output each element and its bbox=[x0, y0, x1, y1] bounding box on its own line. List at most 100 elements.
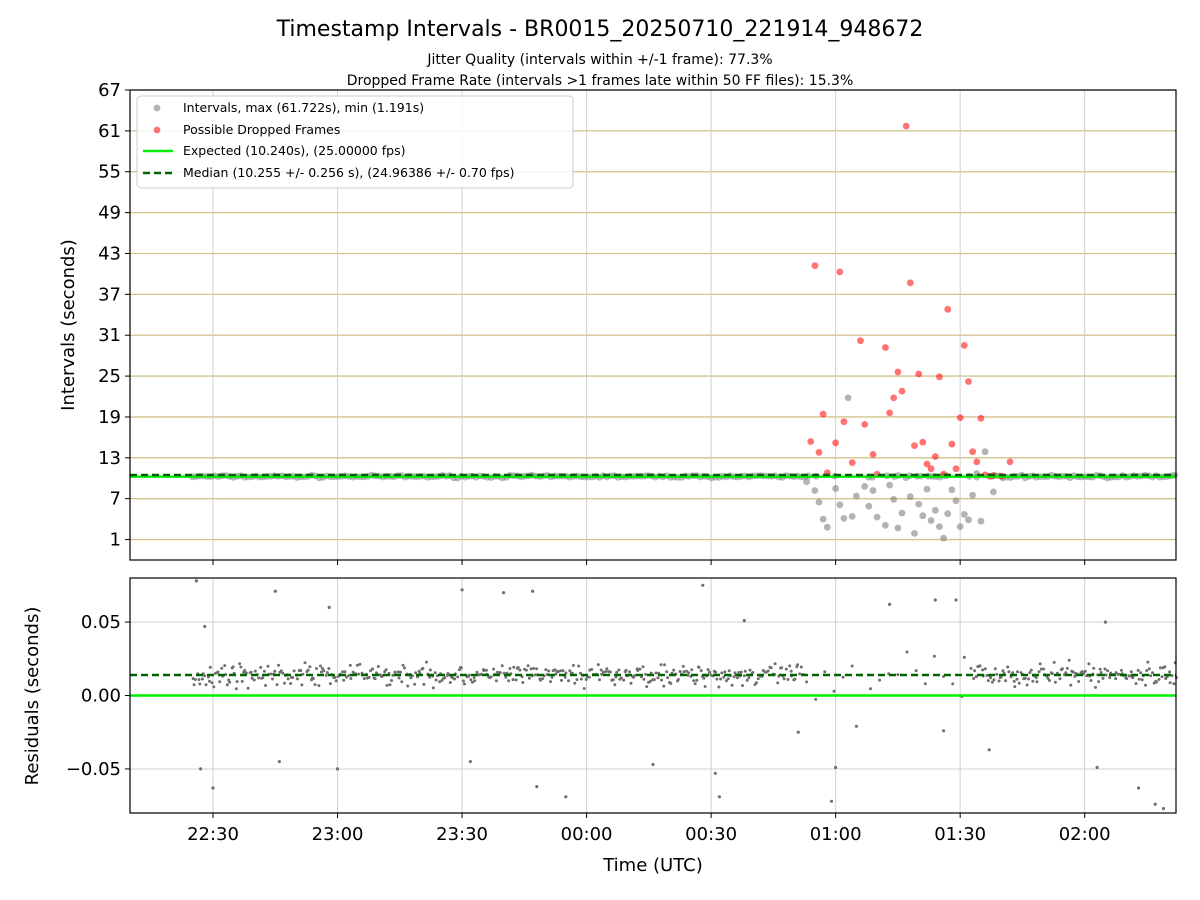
residuals-panel: −0.05 0.00 0.05 22:30 23:00 23:30 00:00 00:30 0… bbox=[22, 577, 1178, 876]
residual-point bbox=[514, 678, 518, 682]
residual-point bbox=[799, 665, 803, 669]
residual-point bbox=[300, 683, 304, 687]
residual-point bbox=[832, 689, 836, 693]
residual-point bbox=[400, 680, 404, 684]
interval-point bbox=[990, 488, 997, 496]
residual-point bbox=[703, 685, 707, 688]
residual-point bbox=[1151, 671, 1154, 675]
residuals-y-label: Residuals (seconds) bbox=[22, 607, 43, 786]
residual-point bbox=[228, 680, 232, 684]
residual-point bbox=[706, 668, 710, 672]
interval-point bbox=[823, 523, 831, 531]
residual-outlier-point bbox=[854, 724, 859, 728]
intervals-y-label: Intervals (seconds) bbox=[58, 239, 79, 411]
dropped-frame-point bbox=[869, 451, 877, 458]
residual-point bbox=[234, 687, 238, 691]
residual-point bbox=[1037, 670, 1041, 674]
residual-point bbox=[568, 669, 572, 673]
residual-point bbox=[714, 670, 718, 674]
interval-point bbox=[923, 485, 931, 493]
residual-point bbox=[303, 661, 307, 665]
residual-point bbox=[1125, 677, 1129, 681]
residual-point bbox=[281, 671, 285, 675]
interval-point bbox=[948, 486, 956, 494]
residual-point bbox=[1157, 678, 1161, 681]
chart-subtitle-jitter: Jitter Quality (intervals within +/-1 fr… bbox=[426, 52, 772, 68]
residual-point bbox=[748, 668, 752, 672]
residual-point bbox=[308, 665, 312, 669]
residual-point bbox=[220, 666, 224, 670]
residual-point bbox=[1149, 674, 1153, 678]
residual-point bbox=[732, 675, 736, 679]
residual-point bbox=[1015, 677, 1019, 681]
x-axis-label: Time (UTC) bbox=[602, 855, 703, 876]
residual-point bbox=[1087, 662, 1091, 666]
interval-point bbox=[981, 448, 989, 456]
residual-point bbox=[611, 678, 615, 682]
residual-point bbox=[733, 671, 737, 675]
residual-outlier-point bbox=[531, 589, 535, 593]
residual-point bbox=[406, 684, 410, 688]
residual-point bbox=[198, 682, 202, 686]
residual-point bbox=[1131, 676, 1135, 680]
residual-point bbox=[1092, 666, 1096, 670]
residual-point bbox=[989, 676, 993, 680]
residual-point bbox=[1038, 662, 1042, 666]
residual-point bbox=[482, 669, 486, 673]
residual-point bbox=[324, 673, 328, 677]
interval-point bbox=[956, 523, 964, 530]
residual-point bbox=[246, 686, 250, 690]
residual-point bbox=[413, 682, 417, 686]
residual-point bbox=[249, 670, 253, 674]
residual-outlier-point bbox=[834, 765, 838, 770]
residual-point bbox=[422, 682, 426, 686]
residual-point bbox=[227, 678, 231, 682]
residual-point bbox=[596, 663, 600, 667]
residual-point bbox=[719, 677, 723, 681]
intervals-y-tick-label: 13 bbox=[98, 448, 121, 469]
residual-point bbox=[1108, 676, 1112, 680]
interval-point bbox=[911, 530, 918, 537]
residual-point bbox=[823, 670, 827, 674]
residual-point bbox=[692, 679, 696, 683]
residual-point bbox=[985, 673, 989, 677]
residual-point bbox=[277, 663, 280, 667]
dropped-frame-point bbox=[902, 122, 910, 130]
residual-point bbox=[660, 678, 664, 682]
residual-point bbox=[527, 676, 531, 680]
interval-point bbox=[865, 502, 873, 510]
residual-point bbox=[240, 679, 244, 683]
residual-point bbox=[896, 673, 900, 677]
legend: Intervals, max (61.722s), min (1.191s) P… bbox=[136, 95, 574, 189]
residual-point bbox=[396, 670, 400, 674]
residual-point bbox=[428, 668, 432, 672]
residual-point bbox=[355, 663, 359, 667]
residual-point bbox=[403, 666, 406, 670]
residual-point bbox=[1001, 669, 1005, 673]
residual-point bbox=[575, 678, 579, 682]
residual-point bbox=[333, 675, 337, 679]
residual-outlier-point bbox=[717, 795, 722, 799]
residual-point bbox=[446, 672, 450, 675]
dropped-frame-point bbox=[923, 460, 931, 468]
intervals-x-ticks bbox=[212, 560, 1086, 565]
residual-point bbox=[1069, 683, 1073, 687]
residual-point bbox=[341, 670, 345, 674]
residual-point bbox=[358, 662, 362, 666]
dropped-frame-point bbox=[919, 438, 927, 446]
residual-point bbox=[224, 673, 228, 677]
residual-point bbox=[1016, 670, 1019, 674]
residual-point bbox=[999, 675, 1003, 679]
residual-point bbox=[604, 670, 608, 673]
residual-point bbox=[1048, 679, 1051, 682]
intervals-y-tick-label: 25 bbox=[98, 366, 121, 387]
dropped-frame-point bbox=[948, 440, 956, 448]
residual-point bbox=[972, 677, 976, 680]
residual-point bbox=[456, 675, 460, 679]
interval-point bbox=[861, 483, 869, 490]
intervals-marks bbox=[130, 122, 1179, 542]
residual-outlier-point bbox=[502, 591, 506, 595]
residual-point bbox=[567, 679, 570, 683]
residual-point bbox=[789, 669, 793, 673]
residual-point bbox=[693, 682, 697, 686]
